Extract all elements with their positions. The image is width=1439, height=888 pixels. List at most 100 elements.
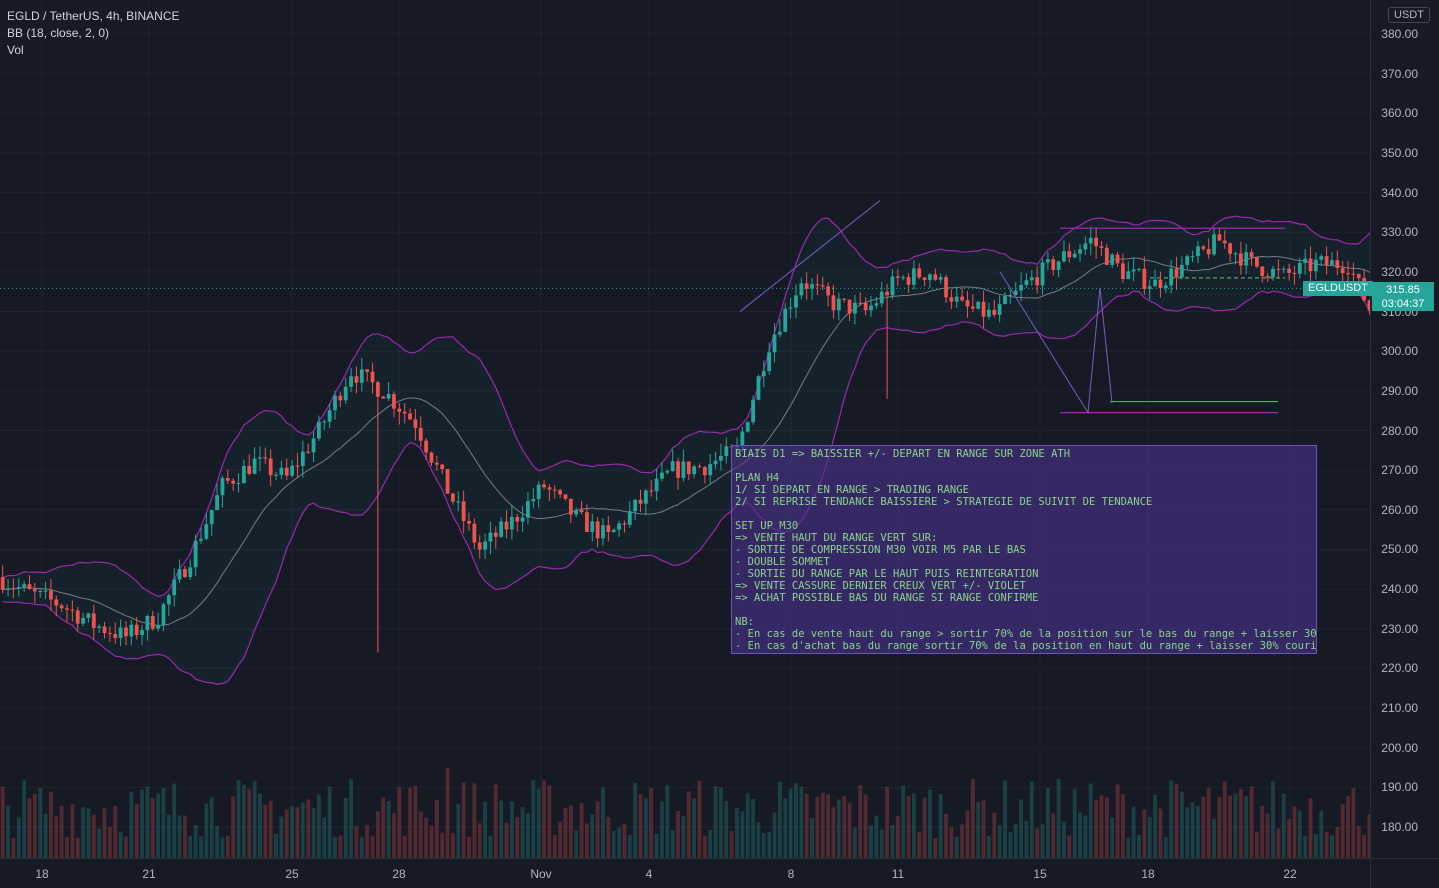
volume-bar xyxy=(354,825,359,858)
volume-bar xyxy=(1330,835,1334,858)
volume-bar xyxy=(295,807,300,858)
candle-body xyxy=(1131,269,1136,272)
candle xyxy=(665,469,670,475)
symbol-title[interactable]: EGLD / TetherUS, 4h, BINANCE xyxy=(7,9,180,23)
volume-bar xyxy=(697,780,702,858)
time-axis[interactable]: 18 21 25 28 Nov 4 8 11 15 18 22 xyxy=(0,858,1370,888)
candle-body xyxy=(1222,240,1227,244)
volume-bar xyxy=(1147,816,1152,858)
price-tick-label: 240.00 xyxy=(1381,582,1418,597)
volume-bar xyxy=(649,787,654,858)
candle xyxy=(1319,253,1324,266)
candle-body xyxy=(429,452,434,463)
candle-body xyxy=(579,509,584,513)
volume-bar xyxy=(1008,832,1013,858)
candle-body xyxy=(1094,237,1099,247)
candle-body xyxy=(129,624,134,637)
volume-bar xyxy=(1062,821,1066,858)
candle-body xyxy=(220,478,225,496)
candle xyxy=(150,610,155,631)
volume-bar xyxy=(150,797,155,858)
volume-bar xyxy=(1126,837,1131,858)
candle xyxy=(1131,257,1136,282)
candle-body xyxy=(166,595,171,605)
price-axis[interactable]: 380.00 370.00 360.00 350.00 340.00 330.00 320.… xyxy=(1370,0,1439,858)
candle-body xyxy=(183,569,187,577)
candle xyxy=(354,366,359,394)
volume-bar xyxy=(531,780,536,858)
volume-bar xyxy=(1249,786,1254,858)
volume-bar xyxy=(676,810,680,858)
volume-bar xyxy=(349,779,353,858)
candle xyxy=(842,298,847,303)
candle-body xyxy=(375,382,380,397)
indicator-bb-label[interactable]: BB (18, close, 2, 0) xyxy=(7,26,110,40)
candle-body xyxy=(408,413,412,420)
candle-body xyxy=(992,309,997,315)
volume-bar xyxy=(43,813,48,858)
volume-bar xyxy=(49,791,53,858)
volume-bar xyxy=(413,785,418,858)
candle xyxy=(236,473,241,493)
candle xyxy=(1346,261,1350,283)
note-line: SET UP M30 xyxy=(735,520,799,532)
volume-bar xyxy=(965,810,970,858)
candle-body xyxy=(1228,243,1233,254)
volume-bar xyxy=(1265,813,1270,858)
candle xyxy=(1330,252,1334,266)
price-chart[interactable] xyxy=(0,0,1370,858)
candle-body xyxy=(997,304,1002,315)
volume-bar xyxy=(1056,778,1061,858)
drawings[interactable] xyxy=(0,200,1370,415)
candle-body xyxy=(863,302,868,311)
candle-body xyxy=(75,610,80,624)
candle-body xyxy=(38,590,43,592)
volume-bar xyxy=(820,792,825,858)
price-tick-label: 360.00 xyxy=(1381,106,1418,121)
candle xyxy=(1249,248,1254,266)
price-tick-label: 180.00 xyxy=(1381,820,1418,834)
volume-bar xyxy=(129,791,134,858)
candle xyxy=(895,269,900,286)
volume-bar xyxy=(16,817,21,858)
volume-bar xyxy=(263,804,268,858)
candle-body xyxy=(1212,234,1216,255)
candle-body xyxy=(901,277,906,279)
candle xyxy=(1260,265,1265,283)
candle-body xyxy=(713,460,718,465)
candle-body xyxy=(895,276,900,278)
candle-body xyxy=(692,466,697,475)
candle-body xyxy=(1056,261,1061,270)
candle xyxy=(124,621,128,646)
volume-bar xyxy=(745,793,750,858)
candle xyxy=(1078,243,1082,262)
note-line: 1/ SI DEPART EN RANGE > TRADING RANGE xyxy=(735,484,969,496)
candle xyxy=(445,468,450,494)
candle-body xyxy=(654,478,659,492)
trade-plan-note[interactable]: BIAIS D1 => BAISSIER +/- DEPART EN RANGE… xyxy=(731,445,1317,654)
candle xyxy=(290,460,295,479)
candle-body xyxy=(467,520,471,524)
candle-body xyxy=(1121,263,1125,280)
candle-body xyxy=(493,532,498,537)
volume-bar xyxy=(1335,826,1340,858)
time-tick-label: 4 xyxy=(645,867,653,881)
grid-lines xyxy=(0,0,1370,858)
bar-countdown: 03:04:37 xyxy=(1381,298,1425,310)
candle xyxy=(622,520,627,533)
indicator-vol-label[interactable]: Vol xyxy=(7,43,24,57)
price-tick-label: 210.00 xyxy=(1381,701,1418,716)
candle xyxy=(970,294,975,313)
candle-body xyxy=(1153,279,1157,287)
volume-bar xyxy=(1072,788,1077,858)
candle-body xyxy=(472,523,477,543)
candle xyxy=(804,272,809,300)
volume-bar xyxy=(161,787,166,858)
volume-bar xyxy=(118,831,123,858)
candle-body xyxy=(1158,279,1163,289)
candle-body xyxy=(338,395,343,401)
candle xyxy=(702,466,707,484)
candle xyxy=(772,323,777,363)
volume-bar xyxy=(183,815,187,858)
currency-button[interactable]: USDT xyxy=(1388,7,1430,23)
